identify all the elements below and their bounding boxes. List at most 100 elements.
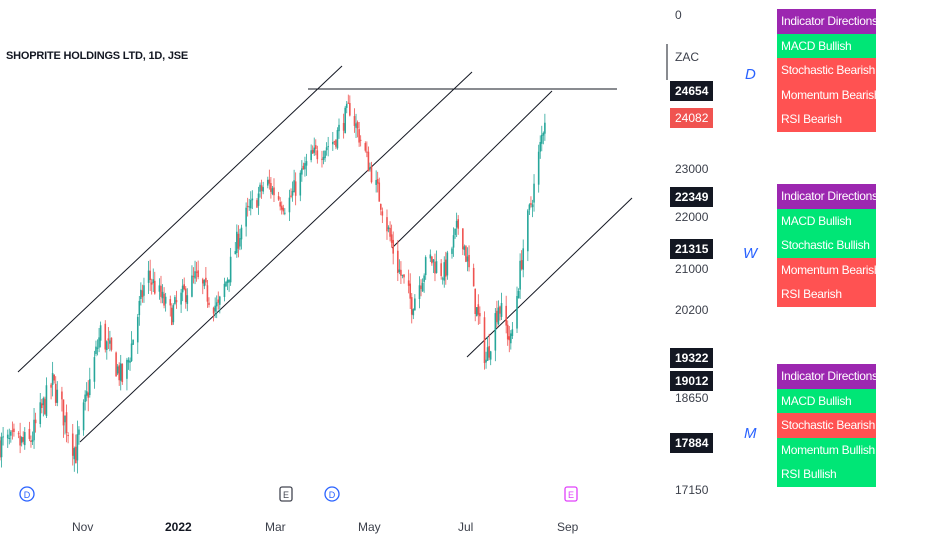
- earnings-marker-label: E: [283, 490, 289, 500]
- candle-body: [517, 290, 520, 299]
- candle-body: [542, 132, 545, 136]
- candle-body: [403, 274, 405, 278]
- timeframe-label-monthly: M: [744, 425, 757, 442]
- candle-body: [245, 207, 247, 227]
- panel-row-stochastic: Stochastic Bearish: [777, 58, 876, 83]
- candle-body: [325, 147, 328, 151]
- candle-body: [104, 323, 107, 350]
- candle-body: [277, 196, 280, 200]
- candle-body: [424, 257, 427, 276]
- candle-body: [520, 260, 523, 269]
- candle-body: [150, 282, 153, 285]
- event-markers: D E D E: [19, 486, 578, 502]
- upper-channel-line-1[interactable]: [17, 65, 343, 373]
- candle-body: [13, 428, 15, 433]
- candle-body: [229, 256, 232, 283]
- panel-row-momentum: Momentum Bearish: [777, 82, 876, 107]
- panel-row-momentum: Momentum Bearish: [777, 257, 876, 282]
- candle-body: [31, 439, 34, 442]
- candle-body: [336, 130, 339, 149]
- candle-body: [324, 150, 326, 159]
- candle-body: [10, 431, 12, 436]
- candle-body: [273, 187, 275, 196]
- candle-body: [489, 351, 492, 360]
- candle-body: [152, 279, 155, 284]
- y-tick: 23000: [675, 162, 709, 176]
- timeframe-label-daily: D: [745, 66, 756, 83]
- candle-body: [342, 123, 345, 131]
- candle-body: [99, 325, 102, 341]
- candle-body: [468, 254, 470, 268]
- candle-body: [398, 269, 401, 273]
- candle-body: [506, 324, 509, 340]
- candle-body: [140, 289, 142, 300]
- candle-body: [191, 275, 193, 297]
- candle-body: [358, 129, 360, 143]
- dividend-marker[interactable]: D: [324, 486, 340, 502]
- candle-body: [465, 246, 467, 262]
- candle-body: [440, 263, 442, 276]
- candle-body: [126, 359, 128, 379]
- panel-header: Indicator Directions: [777, 364, 876, 389]
- candle-body: [290, 195, 292, 197]
- candle-body: [451, 248, 453, 254]
- currency-label: ZAC: [675, 50, 699, 64]
- candle-body: [510, 333, 512, 344]
- candle-body: [344, 107, 346, 134]
- candle-body: [434, 261, 436, 274]
- candle-body: [75, 446, 77, 464]
- candle-body: [93, 357, 96, 382]
- candle-body: [544, 122, 546, 134]
- earnings-marker[interactable]: E: [279, 486, 293, 502]
- panel-row-rsi: RSI Bullish: [777, 462, 876, 487]
- candle-body: [472, 267, 475, 287]
- candle-body: [174, 297, 176, 304]
- candle-body: [304, 163, 306, 170]
- candle-body: [28, 428, 31, 439]
- candle-body: [452, 235, 455, 248]
- candle-body: [537, 151, 540, 185]
- price-tag: 19012: [670, 371, 714, 391]
- candle-body: [284, 212, 286, 214]
- candle-body: [409, 283, 412, 299]
- candle-body: [45, 385, 48, 417]
- upper-channel-line-2[interactable]: [391, 90, 553, 249]
- candle-body: [288, 197, 291, 213]
- candle-body: [71, 433, 74, 456]
- candle-body: [386, 217, 388, 232]
- candle-body: [76, 434, 79, 461]
- candle-body: [73, 448, 76, 460]
- candle-body: [528, 204, 531, 210]
- candle-body: [262, 187, 264, 192]
- candle-body: [223, 283, 226, 297]
- candle-body: [17, 433, 20, 435]
- candle-body: [421, 282, 424, 292]
- candle-body: [387, 227, 390, 230]
- candle-body: [87, 392, 90, 398]
- candle-body: [454, 228, 456, 235]
- candle-body: [225, 281, 227, 287]
- candle-body: [118, 365, 120, 381]
- earnings-marker[interactable]: E: [564, 486, 578, 502]
- candle-body: [30, 440, 32, 442]
- candle-body: [332, 142, 334, 145]
- candle-body: [0, 437, 3, 458]
- panel-row-macd: MACD Bullish: [777, 208, 876, 233]
- lower-channel-line-1[interactable]: [79, 71, 473, 443]
- candle-body: [161, 291, 164, 299]
- candle-body: [260, 185, 263, 191]
- lower-channel-line-2[interactable]: [466, 197, 633, 358]
- candle-body: [8, 437, 11, 439]
- candle-body: [353, 116, 356, 126]
- dividend-marker[interactable]: D: [19, 486, 35, 502]
- candle-body: [322, 156, 325, 160]
- candle-body: [335, 140, 337, 147]
- candle-body: [522, 248, 525, 270]
- candle-body: [78, 429, 80, 435]
- candle-body: [305, 161, 308, 166]
- candle-body: [65, 412, 68, 433]
- candle-body: [397, 250, 399, 273]
- candle-body: [259, 184, 261, 192]
- candle-body: [494, 313, 497, 351]
